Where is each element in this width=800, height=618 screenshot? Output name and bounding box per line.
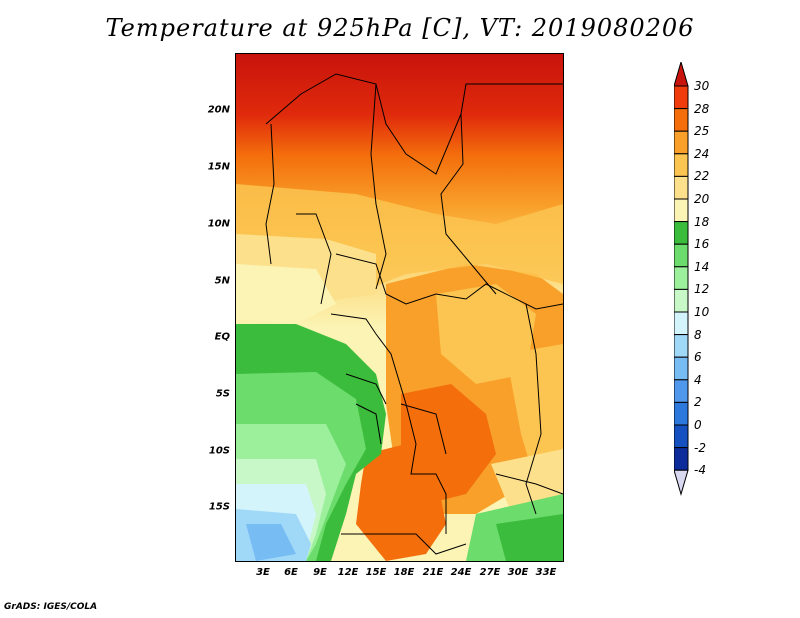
colorbar-segment — [674, 85, 689, 110]
colorbar-segment — [674, 401, 689, 426]
lon-label-18e: 18E — [393, 567, 415, 578]
colorbar-segment — [674, 356, 689, 381]
colorbar-segment — [674, 266, 689, 290]
temperature-map — [235, 53, 564, 562]
colorbar-label: 2 — [694, 395, 702, 410]
colorbar-label: 20 — [694, 192, 710, 206]
colorbar-label: 10 — [694, 305, 710, 319]
colorbar-segment — [674, 198, 689, 223]
colorbar-label: 0 — [694, 418, 702, 432]
colorbar-segment — [674, 243, 689, 268]
lon-label-3e: 3E — [256, 567, 270, 578]
colorbar-segment — [674, 288, 689, 313]
colorbar-label: 22 — [694, 169, 710, 184]
colorbar-segment — [674, 334, 689, 358]
lat-label-15n: 15N — [207, 161, 230, 173]
colorbar-label: 18 — [694, 214, 710, 229]
colorbar-top-arrow — [674, 62, 689, 87]
colorbar-segment — [674, 379, 689, 403]
lat-label-10s: 10S — [208, 445, 230, 457]
colorbar-svg — [674, 62, 689, 496]
lat-label-15s: 15S — [208, 501, 230, 513]
colorbar-label: 28 — [694, 101, 710, 116]
colorbar-segment — [674, 221, 689, 245]
colorbar-segment — [674, 447, 689, 471]
colorbar-segment — [674, 153, 689, 177]
colorbar-label: -2 — [694, 440, 706, 455]
colorbar-segment — [674, 175, 689, 200]
lat-label-10n: 10N — [207, 218, 230, 230]
lat-label-20n: 20N — [207, 104, 230, 116]
colorbar-label: 24 — [694, 146, 710, 161]
lon-label-33e: 33E — [535, 567, 557, 578]
lon-label-27e: 27E — [479, 567, 501, 578]
colorbar-label: 12 — [694, 282, 710, 297]
colorbar-label: 30 — [694, 79, 710, 93]
lon-label-12e: 12E — [337, 567, 359, 578]
lon-label-6e: 6E — [284, 567, 298, 578]
lat-label-5s: 5S — [215, 388, 230, 400]
colorbar-segment — [674, 108, 689, 132]
lat-label-eq: EQ — [214, 331, 230, 343]
colorbar-bottom-arrow — [674, 469, 689, 496]
colorbar-label: 6 — [694, 350, 702, 365]
colorbar-label: 25 — [694, 124, 710, 139]
colorbar-segment — [674, 130, 689, 155]
lat-label-5n: 5N — [214, 275, 230, 287]
colorbar-segment — [674, 424, 689, 449]
colorbar-label: -4 — [694, 463, 706, 478]
colorbar-segment — [674, 311, 689, 336]
temperature-field — [236, 54, 563, 561]
colorbar-label: 16 — [694, 237, 710, 252]
lon-label-15e: 15E — [365, 567, 387, 578]
map-title: Temperature at 925hPa [C], VT: 201908020… — [105, 14, 695, 42]
lon-label-30e: 30E — [507, 567, 529, 578]
lon-label-21e: 21E — [422, 567, 444, 578]
colorbar-label: 4 — [694, 372, 702, 387]
colorbar-label: 8 — [694, 327, 702, 342]
lon-label-9e: 9E — [313, 567, 327, 578]
colorbar-label: 14 — [694, 259, 710, 274]
lon-label-24e: 24E — [450, 567, 472, 578]
footer-credit: GrADS: IGES/COLA — [4, 602, 98, 612]
